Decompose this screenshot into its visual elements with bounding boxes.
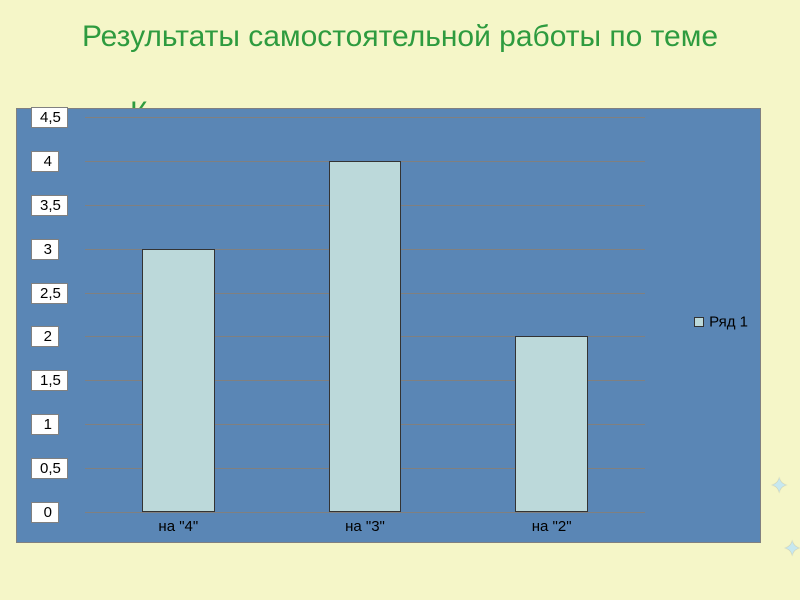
legend: Ряд 1 bbox=[694, 313, 748, 331]
y-tick-label: 2,5 bbox=[31, 283, 68, 304]
bar-chart: 0 0,5 1 1,5 2 2,5 3 3,5 4 4,5 на "4" на "3" на "2" Ря… bbox=[16, 108, 761, 543]
y-tick-label: 4,5 bbox=[31, 107, 68, 128]
bar bbox=[142, 249, 215, 512]
bar bbox=[329, 161, 402, 512]
legend-swatch bbox=[694, 317, 704, 327]
y-tick-label: 3 bbox=[31, 239, 59, 260]
x-tick-label: на "3" bbox=[345, 518, 385, 535]
bar bbox=[515, 336, 588, 512]
x-tick-label: на "4" bbox=[158, 518, 198, 535]
legend-label: Ряд 1 bbox=[709, 314, 748, 331]
x-tick-label: на "2" bbox=[532, 518, 572, 535]
star-icon: ✦ bbox=[783, 538, 800, 560]
y-tick-label: 3,5 bbox=[31, 195, 68, 216]
plot-area bbox=[85, 117, 645, 512]
slide: Результаты самостоятельной работы по тем… bbox=[0, 0, 800, 600]
y-tick-label: 4 bbox=[31, 151, 59, 172]
y-tick-label: 0,5 bbox=[31, 458, 68, 479]
y-tick-label: 0 bbox=[31, 502, 59, 523]
y-tick-label: 2 bbox=[31, 326, 59, 347]
x-axis-line bbox=[85, 512, 645, 513]
y-tick-label: 1 bbox=[31, 414, 59, 435]
gridline bbox=[85, 117, 645, 118]
star-icon: ✦ bbox=[770, 475, 788, 497]
page-title: Результаты самостоятельной работы по тем… bbox=[0, 18, 800, 56]
y-tick-label: 1,5 bbox=[31, 370, 68, 391]
